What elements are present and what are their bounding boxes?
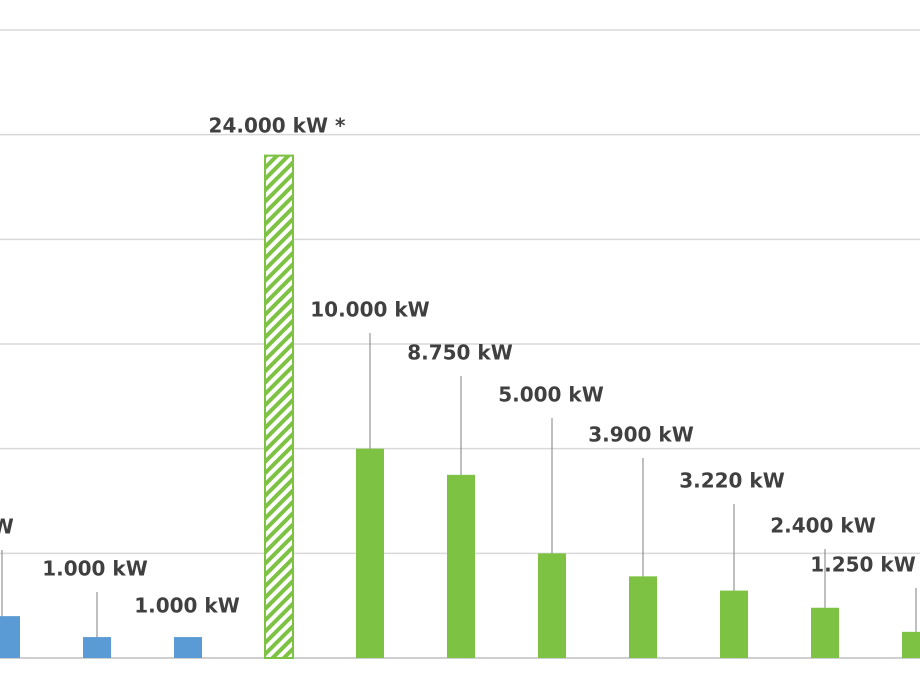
bar	[811, 607, 839, 658]
bar	[538, 553, 566, 658]
bar	[0, 616, 20, 658]
data-label: 24.000 kW *	[209, 114, 346, 138]
bar	[629, 576, 657, 658]
data-label: 2.400 kW	[770, 514, 876, 538]
data-label: 1.000 kW	[42, 557, 148, 581]
data-label: 1.250 kW	[810, 553, 916, 577]
data-label: 3.220 kW	[679, 469, 785, 493]
data-label: 8.750 kW	[407, 341, 513, 365]
bar	[902, 631, 920, 658]
data-label: 2.000 kW	[0, 515, 14, 539]
bar	[447, 474, 475, 658]
bar	[720, 590, 748, 658]
bar	[356, 448, 384, 658]
data-label: 3.900 kW	[588, 423, 694, 447]
bar	[83, 637, 111, 658]
data-label: 10.000 kW	[310, 298, 430, 322]
data-label: 1.000 kW	[134, 594, 240, 618]
bar	[174, 637, 202, 658]
data-label: 5.000 kW	[498, 383, 604, 407]
bar	[264, 154, 294, 659]
